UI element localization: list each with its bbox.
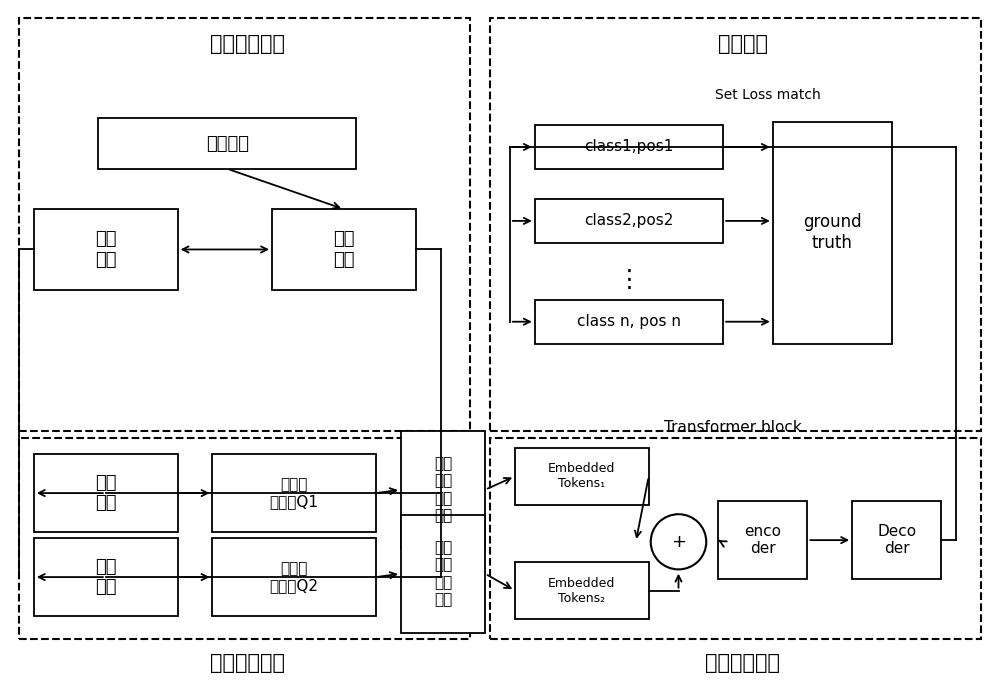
- Text: 彩色
图像: 彩色 图像: [95, 474, 117, 512]
- Bar: [401, 515, 485, 632]
- Bar: [272, 209, 416, 290]
- Text: Transformer block: Transformer block: [664, 420, 802, 435]
- Bar: [535, 300, 723, 344]
- Text: 第二
多通
道特
征图: 第二 多通 道特 征图: [434, 540, 452, 608]
- Bar: [773, 122, 892, 344]
- Text: enco
der: enco der: [744, 524, 781, 557]
- Text: class2,pos2: class2,pos2: [584, 213, 674, 228]
- Bar: [34, 454, 178, 532]
- Text: 卷积神
经网络Q1: 卷积神 经网络Q1: [270, 477, 319, 509]
- Ellipse shape: [651, 514, 706, 569]
- Text: Embedded
Tokens₂: Embedded Tokens₂: [548, 576, 616, 604]
- Bar: [212, 454, 376, 532]
- Text: 彩色
相机: 彩色 相机: [333, 230, 355, 269]
- Text: 特征提取模块: 特征提取模块: [210, 653, 285, 672]
- Text: 分类模块: 分类模块: [718, 34, 768, 55]
- Bar: [535, 199, 723, 243]
- Text: 红外
图像: 红外 图像: [95, 558, 117, 597]
- Text: 特征融合模块: 特征融合模块: [705, 653, 780, 672]
- Text: ⋮: ⋮: [616, 268, 641, 292]
- Text: 图像获取模块: 图像获取模块: [210, 34, 285, 55]
- Text: Set Loss match: Set Loss match: [715, 88, 821, 102]
- Bar: [515, 562, 649, 619]
- Bar: [718, 501, 807, 579]
- Text: Deco
der: Deco der: [877, 524, 916, 557]
- Bar: [34, 539, 178, 616]
- Text: class n, pos n: class n, pos n: [577, 314, 681, 329]
- Bar: [852, 501, 941, 579]
- Bar: [401, 431, 485, 548]
- Bar: [19, 18, 470, 431]
- Bar: [490, 438, 981, 639]
- Bar: [19, 438, 470, 639]
- Text: +: +: [671, 533, 686, 551]
- Bar: [515, 447, 649, 505]
- Text: 场景图像: 场景图像: [206, 134, 249, 153]
- Text: 卷积神
经网络Q2: 卷积神 经网络Q2: [270, 561, 319, 593]
- Text: class1,pos1: class1,pos1: [584, 140, 674, 155]
- Bar: [98, 119, 356, 169]
- Bar: [212, 539, 376, 616]
- Text: Embedded
Tokens₁: Embedded Tokens₁: [548, 462, 616, 490]
- Bar: [490, 18, 981, 431]
- Bar: [535, 125, 723, 169]
- Bar: [34, 209, 178, 290]
- Text: 红外
相机: 红外 相机: [95, 230, 117, 269]
- Text: ground
truth: ground truth: [803, 213, 862, 252]
- Text: 第一
多通
道特
征图: 第一 多通 道特 征图: [434, 456, 452, 523]
